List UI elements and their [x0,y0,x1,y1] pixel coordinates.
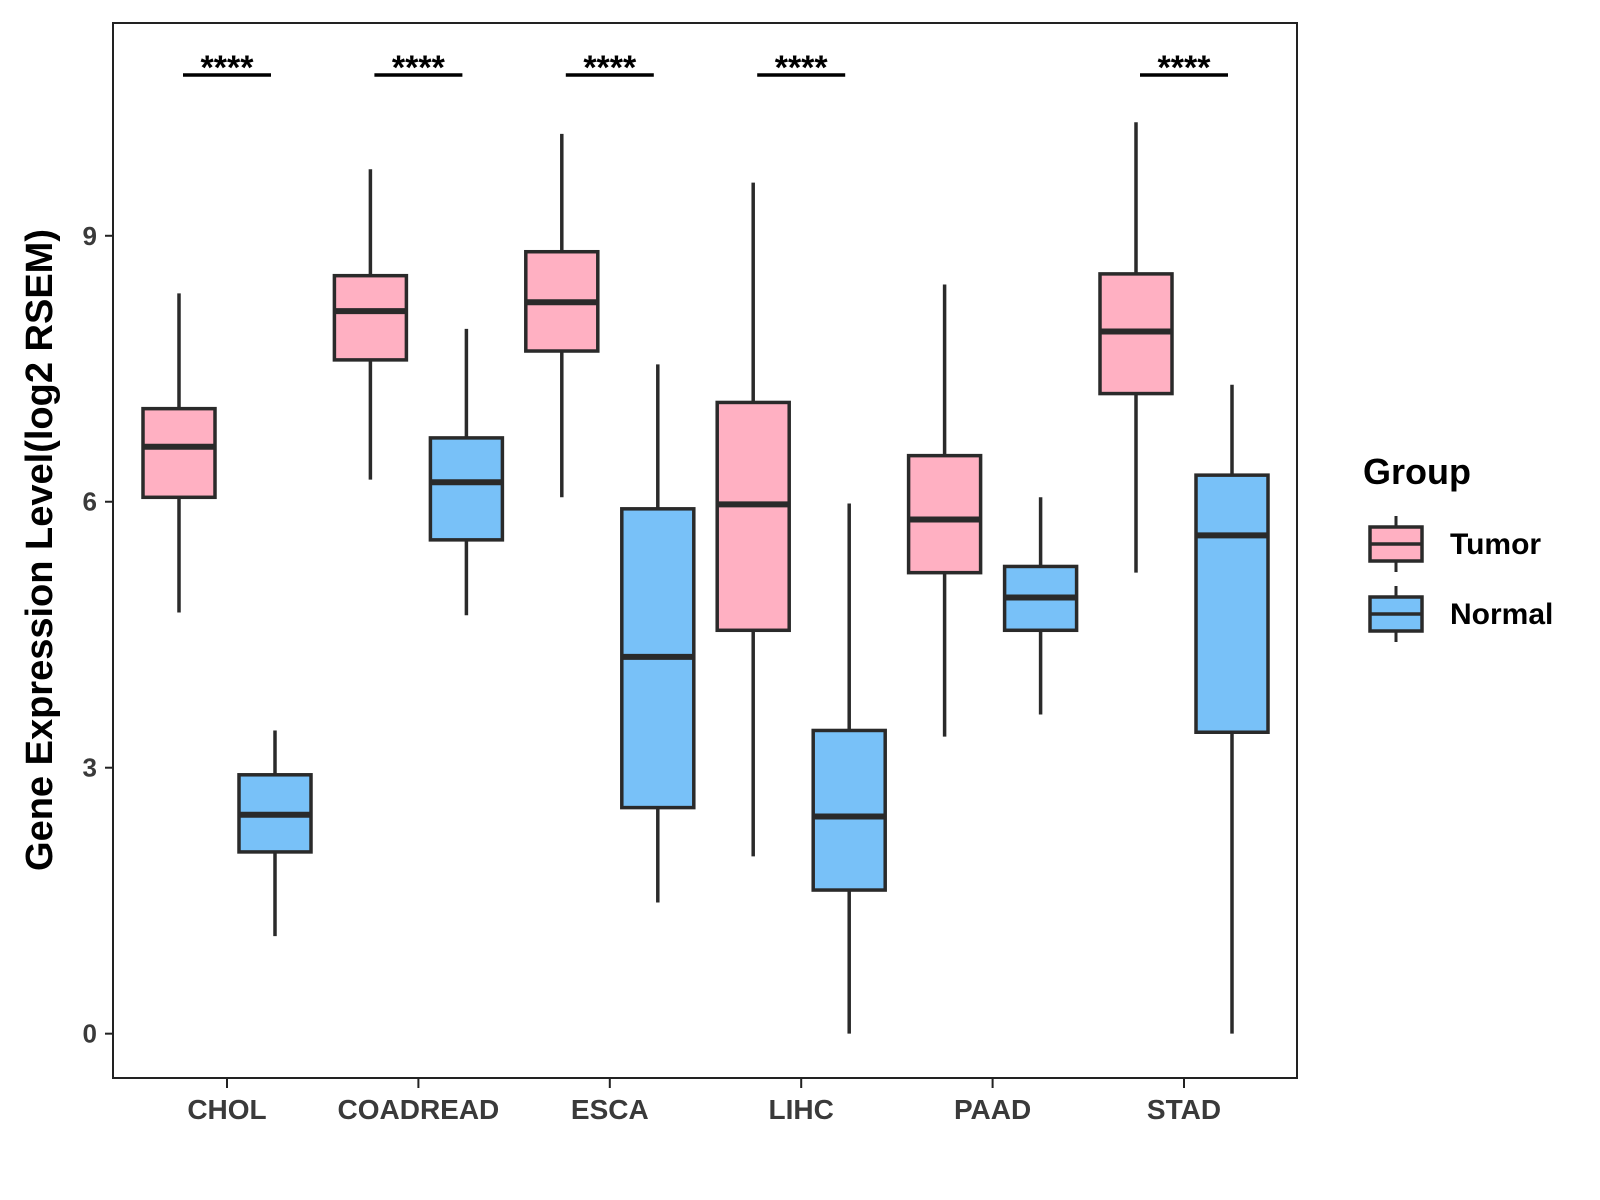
significance-label: **** [583,49,637,87]
legend: Group Tumor Normal [1363,451,1553,642]
box-paad-tumor [906,284,983,737]
legend-label-tumor: Tumor [1450,528,1541,561]
significance-label: **** [392,49,446,87]
box-esca-normal [620,364,696,903]
legend-entry-normal: Normal [1368,586,1553,642]
box-body [906,453,983,575]
x-tick-label: CHOL [187,1094,266,1125]
significance-label: **** [201,49,255,87]
box-lihc-normal [811,503,887,1034]
box-coadread-tumor [332,169,409,480]
box-chol-normal [237,730,313,937]
significance-stad: **** [1140,49,1228,87]
box-body [332,273,409,362]
x-tick-label: COADREAD [338,1094,500,1125]
box-coadread-normal [428,328,505,616]
box-body [428,436,505,542]
significance-chol: **** [183,49,271,87]
y-tick-label: 3 [83,753,97,783]
significance-label: **** [775,49,829,87]
box-body [141,406,217,500]
y-axis-title: Gene Expression Level(log2 RSEM) [19,229,61,871]
box-body [715,400,791,633]
box-body [1194,473,1270,734]
box-esca-tumor [524,133,600,498]
y-tick-label: 9 [83,221,97,251]
x-tick-label: STAD [1147,1094,1221,1125]
legend-label-normal: Normal [1450,598,1553,631]
box-body [811,728,887,892]
significance-label: **** [1158,49,1212,87]
box-chol-tumor [141,293,217,613]
x-tick-label: ESCA [571,1094,649,1125]
y-tick-label: 0 [83,1019,97,1049]
significance-coadread: **** [374,49,463,87]
box-stad-tumor [1098,122,1174,573]
x-tick-label: PAAD [954,1094,1031,1125]
plot-border [112,22,1298,1079]
significance-lihc: **** [757,49,846,87]
y-tick-label: 6 [83,487,97,517]
legend-title: Group [1363,451,1471,492]
legend-entry-tumor: Tumor [1368,516,1541,572]
box-paad-normal [1002,497,1079,715]
axes: 0 3 6 9 CHOL COADREAD ESCA LIHC PAAD STAD Gene Exp… [19,22,1298,1125]
plot-area: **** **** **** **** **** [141,49,1270,1034]
significance-esca: **** [565,49,654,87]
box-lihc-tumor [715,182,791,857]
box-stad-normal [1194,384,1270,1034]
x-tick-label: LIHC [769,1094,834,1125]
